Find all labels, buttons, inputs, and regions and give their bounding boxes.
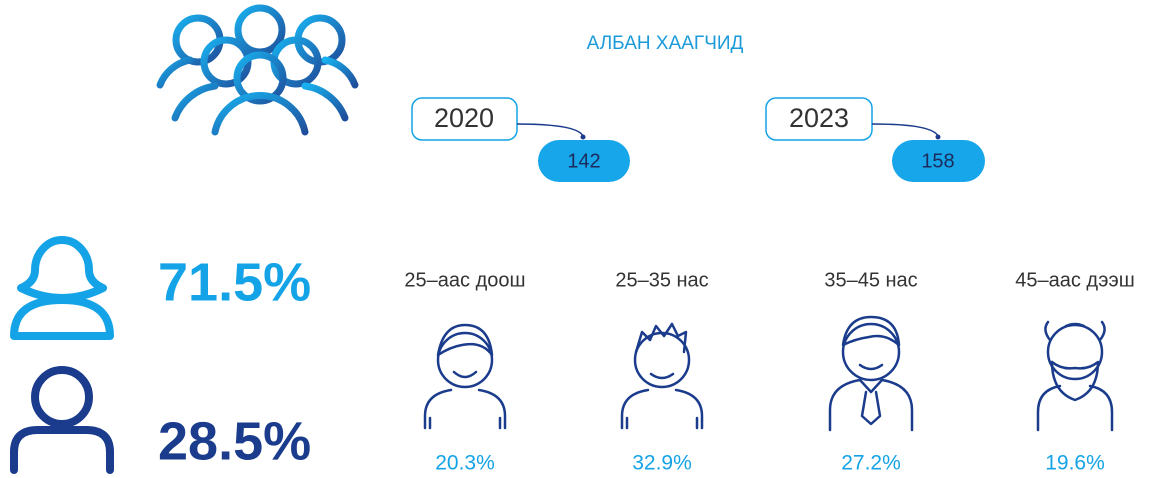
- title: АЛБАН ХААГЧИД: [587, 33, 744, 54]
- female-icon: [14, 240, 110, 336]
- page: АЛБАН ХААГЧИД 2020 142 2023 158 71.5% 28…: [0, 0, 1151, 478]
- elder-icon: [1038, 322, 1112, 430]
- age-label: 25–аас доош: [404, 269, 525, 291]
- teen-icon: [622, 324, 702, 428]
- child-icon: [425, 325, 505, 428]
- count-label: 142: [567, 150, 600, 172]
- male-share: 28.5%: [158, 411, 311, 471]
- age-label: 25–35 нас: [615, 269, 708, 291]
- year-label: 2020: [434, 103, 494, 133]
- connector-dot: [581, 135, 586, 140]
- connector: [872, 124, 938, 136]
- year-label: 2023: [789, 103, 849, 133]
- adult-icon: [830, 317, 912, 430]
- age-share: 20.3%: [435, 452, 495, 475]
- age-share: 32.9%: [632, 452, 692, 475]
- count-label: 158: [921, 150, 954, 172]
- age-label: 45–аас дээш: [1015, 269, 1135, 291]
- age-share: 27.2%: [841, 452, 901, 475]
- group-icon: [160, 8, 355, 132]
- age-share: 19.6%: [1045, 452, 1105, 475]
- age-label: 35–45 нас: [824, 269, 917, 291]
- connector-dot: [936, 135, 941, 140]
- female-share: 71.5%: [158, 252, 311, 312]
- infographic: АЛБАН ХААГЧИД 2020 142 2023 158 71.5% 28…: [0, 0, 1151, 478]
- connector: [517, 124, 583, 136]
- male-icon: [14, 370, 110, 470]
